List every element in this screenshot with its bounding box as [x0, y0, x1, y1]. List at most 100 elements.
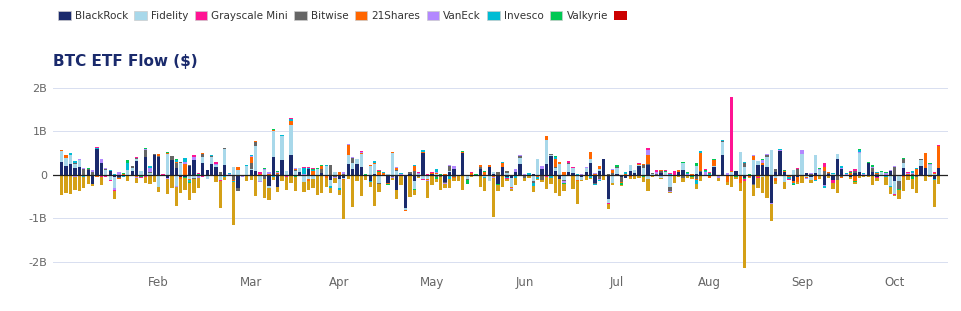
Bar	[844, 173, 847, 174]
Bar	[769, 204, 772, 221]
Bar	[465, 175, 468, 179]
Bar	[800, 150, 803, 154]
Bar	[284, 171, 288, 175]
Bar	[95, 147, 99, 148]
Bar	[566, 161, 570, 163]
Bar	[259, 174, 261, 175]
Bar	[680, 179, 684, 183]
Bar	[796, 183, 799, 184]
Bar	[641, 164, 645, 165]
Bar	[324, 166, 328, 175]
Bar	[738, 152, 741, 175]
Bar	[879, 172, 882, 175]
Bar	[421, 152, 425, 153]
Bar	[192, 157, 195, 160]
Bar	[694, 180, 698, 184]
Bar	[910, 171, 913, 173]
Bar	[271, 175, 275, 176]
Bar	[355, 159, 358, 164]
Bar	[817, 170, 821, 175]
Bar	[122, 176, 125, 177]
Bar	[571, 175, 574, 189]
Bar	[544, 176, 548, 177]
Bar	[755, 161, 759, 165]
Bar	[148, 173, 152, 175]
Bar	[95, 149, 99, 175]
Bar	[302, 174, 306, 175]
Bar	[852, 182, 856, 184]
Bar	[914, 177, 918, 193]
Bar	[179, 177, 183, 179]
Bar	[112, 174, 116, 175]
Bar	[637, 166, 640, 175]
Bar	[702, 171, 706, 172]
Bar	[329, 165, 332, 175]
Bar	[196, 175, 200, 177]
Bar	[307, 167, 309, 168]
Bar	[610, 169, 614, 170]
Bar	[324, 165, 328, 166]
Bar	[813, 156, 816, 173]
Bar	[430, 174, 433, 175]
Bar	[254, 141, 257, 142]
Bar	[747, 177, 751, 178]
Bar	[395, 167, 398, 168]
Bar	[236, 188, 239, 191]
Bar	[817, 175, 821, 176]
Bar	[870, 176, 874, 185]
Bar	[584, 176, 587, 180]
Bar	[588, 152, 592, 159]
Bar	[187, 183, 191, 200]
Bar	[509, 189, 512, 191]
Bar	[82, 175, 86, 177]
Bar	[606, 175, 609, 199]
Bar	[733, 175, 737, 176]
Bar	[91, 172, 94, 175]
Bar	[307, 175, 309, 179]
Bar	[579, 177, 582, 179]
Bar	[404, 208, 407, 210]
Bar	[315, 169, 319, 175]
Bar	[421, 175, 425, 179]
Bar	[624, 175, 627, 178]
Bar	[857, 149, 860, 150]
Bar	[487, 165, 490, 167]
Bar	[373, 161, 376, 163]
Bar	[672, 175, 676, 176]
Bar	[743, 179, 746, 181]
Bar	[135, 178, 138, 183]
Bar	[109, 169, 111, 171]
Bar	[875, 177, 877, 178]
Bar	[743, 175, 746, 178]
Bar	[544, 136, 548, 140]
Bar	[104, 169, 108, 175]
Bar	[505, 178, 508, 179]
Bar	[355, 164, 358, 175]
Bar	[187, 175, 191, 179]
Bar	[249, 169, 253, 170]
Bar	[610, 173, 614, 175]
Bar	[232, 180, 235, 181]
Bar	[602, 159, 604, 175]
Bar	[122, 175, 125, 176]
Bar	[271, 176, 275, 177]
Bar	[434, 177, 437, 179]
Bar	[883, 175, 887, 176]
Bar	[927, 164, 930, 165]
Bar	[377, 175, 381, 183]
Bar	[857, 175, 860, 178]
Bar	[632, 175, 635, 176]
Bar	[69, 155, 72, 164]
Bar	[919, 166, 922, 175]
Bar	[764, 156, 768, 157]
Bar	[822, 186, 825, 188]
Bar	[359, 151, 362, 152]
Bar	[143, 176, 147, 177]
Bar	[774, 175, 776, 178]
Bar	[355, 175, 358, 180]
Bar	[385, 183, 389, 184]
Bar	[240, 175, 244, 176]
Bar	[236, 191, 239, 192]
Bar	[426, 174, 429, 175]
Bar	[641, 177, 645, 182]
